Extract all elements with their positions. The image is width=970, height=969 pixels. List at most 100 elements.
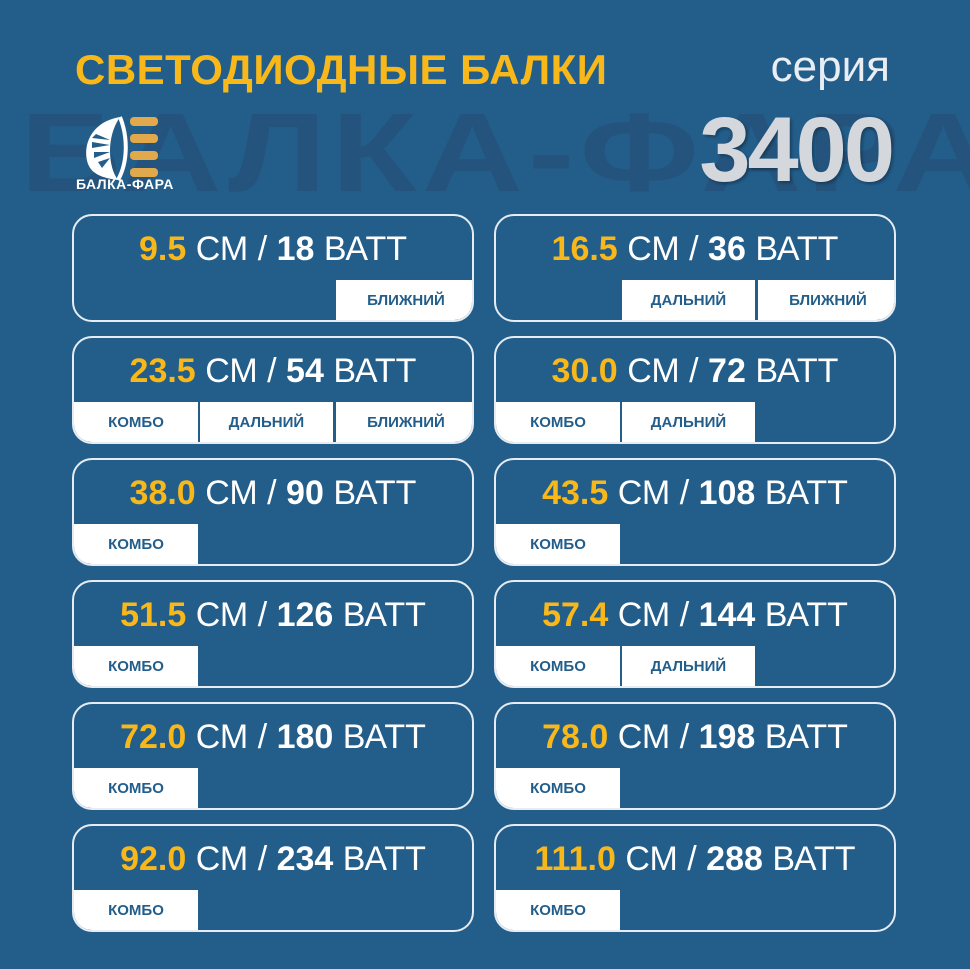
watt-value: 144 [698, 596, 756, 634]
length-value: 9.5 [139, 230, 187, 268]
beam-type-tag: ДАЛЬНИЙ [622, 280, 755, 320]
length-unit: СМ [195, 596, 249, 634]
power-unit: ВАТТ [772, 840, 856, 878]
spec-line: 92.0 СМ / 234 ВАТТ [74, 840, 472, 879]
beam-type-tabs: КОМБО ДАЛЬНИЙ [496, 646, 894, 686]
spec-line: 78.0 СМ / 198 ВАТТ [496, 718, 894, 757]
beam-type-tag: КОМБО [496, 646, 620, 686]
watermark: БАЛКА-ФАРА [20, 90, 970, 215]
beam-type-tag: БЛИЖНИЙ [336, 280, 472, 320]
length-unit: СМ [195, 718, 249, 756]
watt-value: 234 [276, 840, 334, 878]
beam-type-tag: БЛИЖНИЙ [336, 402, 472, 442]
separator: / [689, 230, 699, 268]
beam-type-tag: БЛИЖНИЙ [758, 280, 894, 320]
spec-card: 38.0 СМ / 90 ВАТТ КОМБО [72, 458, 474, 566]
length-unit: СМ [617, 596, 671, 634]
spec-line: 30.0 СМ / 72 ВАТТ [496, 352, 894, 391]
beam-type-tag: КОМБО [74, 768, 198, 808]
beam-type-tabs: КОМБО [74, 524, 472, 564]
spec-card: 30.0 СМ / 72 ВАТТ КОМБО ДАЛЬНИЙ [494, 336, 896, 444]
spec-card: 72.0 СМ / 180 ВАТТ КОМБО [72, 702, 474, 810]
beam-type-tag: КОМБО [74, 402, 198, 442]
beam-type-tabs: КОМБО [74, 768, 472, 808]
watt-value: 18 [276, 230, 315, 268]
beam-type-tabs: КОМБО ДАЛЬНИЙ [496, 402, 894, 442]
spec-card: 9.5 СМ / 18 ВАТТ БЛИЖНИЙ [72, 214, 474, 322]
spec-line: 23.5 СМ / 54 ВАТТ [74, 352, 472, 391]
beam-type-tabs: КОМБО [496, 768, 894, 808]
length-value: 92.0 [120, 840, 187, 878]
length-unit: СМ [195, 840, 249, 878]
beam-type-tabs: ДАЛЬНИЙ БЛИЖНИЙ [496, 280, 894, 320]
length-value: 72.0 [120, 718, 187, 756]
spec-line: 9.5 СМ / 18 ВАТТ [74, 230, 472, 269]
spec-line: 16.5 СМ / 36 ВАТТ [496, 230, 894, 269]
beam-type-tag: КОМБО [496, 402, 620, 442]
spec-line: 51.5 СМ / 126 ВАТТ [74, 596, 472, 635]
separator: / [257, 230, 268, 268]
watt-value: 36 [708, 230, 746, 268]
separator: / [267, 352, 277, 390]
watt-value: 90 [286, 474, 324, 512]
spec-line: 111.0 СМ / 288 ВАТТ [496, 840, 894, 879]
spec-line: 72.0 СМ / 180 ВАТТ [74, 718, 472, 757]
spec-card: 43.5 СМ / 108 ВАТТ КОМБО [494, 458, 896, 566]
beam-type-tag: ДАЛЬНИЙ [622, 646, 755, 686]
length-unit: СМ [627, 230, 680, 268]
separator: / [687, 840, 697, 878]
spec-card: 23.5 СМ / 54 ВАТТ КОМБО ДАЛЬНИЙ БЛИЖНИЙ [72, 336, 474, 444]
watt-value: 126 [276, 596, 334, 634]
watt-value: 54 [286, 352, 324, 390]
beam-type-tag: ДАЛЬНИЙ [200, 402, 333, 442]
power-unit: ВАТТ [323, 230, 407, 268]
page-title: СВЕТОДИОДНЫЕ БАЛКИ [75, 46, 608, 93]
beam-type-tag: КОМБО [496, 768, 620, 808]
length-unit: СМ [205, 474, 258, 512]
beam-type-tabs: КОМБО [496, 524, 894, 564]
watt-value: 180 [276, 718, 334, 756]
spec-card: 16.5 СМ / 36 ВАТТ ДАЛЬНИЙ БЛИЖНИЙ [494, 214, 896, 322]
separator: / [257, 718, 268, 756]
separator: / [257, 840, 268, 878]
beam-type-tag: КОМБО [74, 524, 198, 564]
length-value: 111.0 [534, 840, 616, 878]
power-unit: ВАТТ [755, 352, 839, 390]
beam-type-tabs: КОМБО ДАЛЬНИЙ БЛИЖНИЙ [74, 402, 472, 442]
length-value: 78.0 [542, 718, 609, 756]
beam-type-tag: КОМБО [74, 646, 198, 686]
separator: / [679, 474, 690, 512]
length-unit: СМ [617, 718, 671, 756]
length-unit: СМ [195, 230, 249, 268]
separator: / [267, 474, 277, 512]
power-unit: ВАТТ [342, 718, 426, 756]
length-unit: СМ [617, 474, 671, 512]
beam-type-tag: КОМБО [496, 890, 620, 930]
length-unit: СМ [625, 840, 678, 878]
power-unit: ВАТТ [342, 596, 426, 634]
separator: / [679, 596, 690, 634]
power-unit: ВАТТ [764, 718, 848, 756]
separator: / [257, 596, 268, 634]
separator: / [679, 718, 690, 756]
beam-type-tag: КОМБО [496, 524, 620, 564]
length-unit: СМ [205, 352, 258, 390]
power-unit: ВАТТ [755, 230, 839, 268]
watt-value: 72 [708, 352, 746, 390]
series-label: серия [770, 42, 890, 91]
power-unit: ВАТТ [764, 474, 848, 512]
spec-card: 57.4 СМ / 144 ВАТТ КОМБО ДАЛЬНИЙ [494, 580, 896, 688]
length-value: 16.5 [551, 230, 618, 268]
logo-text: БАЛКА-ФАРА [76, 176, 174, 192]
length-unit: СМ [627, 352, 680, 390]
power-unit: ВАТТ [333, 474, 417, 512]
spec-card: 92.0 СМ / 234 ВАТТ КОМБО [72, 824, 474, 932]
length-value: 30.0 [551, 352, 618, 390]
beam-type-tabs: КОМБО [74, 890, 472, 930]
spec-card: 51.5 СМ / 126 ВАТТ КОМБО [72, 580, 474, 688]
separator: / [689, 352, 699, 390]
beam-type-tag: КОМБО [74, 890, 198, 930]
watt-value: 288 [706, 840, 763, 878]
length-value: 57.4 [542, 596, 609, 634]
watt-value: 108 [698, 474, 756, 512]
